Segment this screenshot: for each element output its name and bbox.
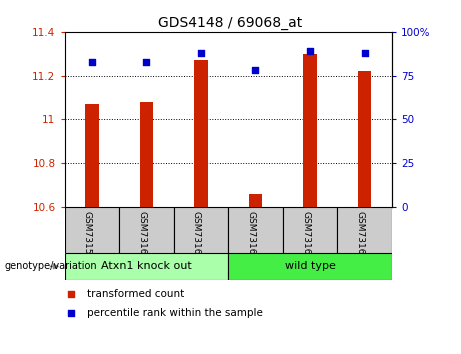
- Text: GSM731603: GSM731603: [301, 211, 310, 266]
- Bar: [248, 194, 262, 207]
- Point: [306, 48, 313, 54]
- Text: GSM731602: GSM731602: [247, 211, 255, 266]
- Point: [88, 59, 95, 64]
- Bar: [303, 54, 317, 207]
- Point: [142, 59, 150, 64]
- Bar: [119, 207, 174, 253]
- Text: wild type: wild type: [284, 261, 336, 272]
- Bar: [337, 207, 392, 253]
- Bar: [358, 71, 372, 207]
- Bar: [65, 253, 228, 280]
- Text: GSM731601: GSM731601: [192, 211, 201, 266]
- Text: GSM731599: GSM731599: [83, 211, 92, 266]
- Text: GDS4148 / 69068_at: GDS4148 / 69068_at: [159, 16, 302, 30]
- Text: GSM731600: GSM731600: [137, 211, 146, 266]
- Text: GSM731604: GSM731604: [355, 211, 365, 266]
- Bar: [283, 207, 337, 253]
- Bar: [174, 207, 228, 253]
- Point: [67, 291, 75, 297]
- Bar: [85, 104, 99, 207]
- Point: [67, 310, 75, 316]
- Point: [197, 50, 205, 56]
- Point: [361, 50, 368, 56]
- Bar: [140, 102, 153, 207]
- Text: Atxn1 knock out: Atxn1 knock out: [101, 261, 192, 272]
- Bar: [228, 207, 283, 253]
- Bar: [65, 207, 119, 253]
- Text: transformed count: transformed count: [88, 289, 185, 299]
- Bar: [194, 60, 208, 207]
- Text: percentile rank within the sample: percentile rank within the sample: [88, 308, 263, 318]
- Point: [252, 68, 259, 73]
- Text: genotype/variation: genotype/variation: [5, 261, 97, 272]
- Bar: [228, 253, 392, 280]
